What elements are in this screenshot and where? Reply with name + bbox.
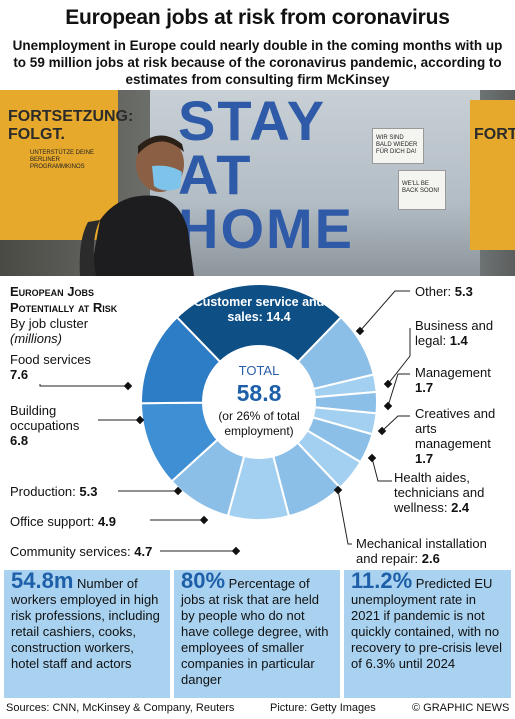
- label-other: Other: 5.3: [415, 284, 473, 299]
- label-business: Business and legal: 1.4: [415, 318, 510, 348]
- stat-3-value: 11.2%: [351, 568, 413, 593]
- label-production: Production: 5.3: [10, 484, 97, 499]
- label-health-value: 2.4: [451, 500, 470, 515]
- label-office-value: 4.9: [97, 514, 117, 529]
- label-building: Building occupations 6.8: [10, 403, 90, 448]
- label-community-value: 4.7: [134, 544, 153, 559]
- leader-marker: [123, 381, 133, 391]
- leader-marker: [199, 515, 209, 525]
- label-creatives: Creatives and arts management 1.7: [415, 406, 511, 466]
- leader-line: [387, 328, 411, 385]
- leader-marker: [383, 379, 393, 389]
- label-business-value: 1.4: [449, 333, 468, 348]
- label-food-name: Food services: [10, 352, 91, 367]
- leader-line: [387, 373, 410, 407]
- label-production-name: Production:: [10, 484, 76, 499]
- notice-1-text: WIR SIND BALD WIEDER FÜR DICH DA!: [376, 135, 418, 155]
- label-production-value: 5.3: [79, 484, 98, 499]
- chart-heading-line2: Potentially at Risk: [10, 300, 118, 315]
- stat-1-text-block: 54.8m Number of workers employed in high…: [4, 570, 170, 675]
- window-text: STAY AT HOME: [178, 93, 358, 257]
- center-total-label: TOTAL: [238, 363, 280, 378]
- page-title: European jobs at risk from coronavirus: [65, 6, 450, 29]
- footer: Sources: CNN, McKinsey & Company, Reuter…: [0, 698, 515, 719]
- label-community-name: Community services:: [10, 544, 131, 559]
- label-mechanical-value: 2.6: [421, 551, 440, 566]
- window-text-value: STAY AT HOME: [178, 90, 354, 260]
- label-health: Health aides, technicians and wellness: …: [394, 470, 509, 515]
- footer-sources: Sources: CNN, McKinsey & Company, Reuter…: [6, 702, 235, 714]
- leader-marker: [383, 401, 393, 411]
- label-office-name: Office support:: [10, 514, 95, 529]
- label-other-value: 5.3: [454, 284, 473, 299]
- stats-panel: 54.8m Number of workers employed in high…: [0, 570, 515, 698]
- donut-chart: [39, 283, 411, 556]
- stat-1-text: Number of workers employed in high risk …: [11, 576, 160, 671]
- leader-line: [39, 384, 128, 387]
- label-community: Community services: 4.7: [10, 544, 152, 559]
- label-building-name: Building occupations: [10, 403, 80, 433]
- label-business-name: Business and legal:: [415, 318, 494, 348]
- leader-line: [359, 290, 410, 332]
- label-food-value: 7.6: [10, 367, 29, 382]
- label-creatives-value: 1.7: [415, 451, 434, 466]
- stat-2-text-block: 80% Percentage of jobs at risk that are …: [174, 570, 340, 691]
- leader-marker: [231, 546, 241, 556]
- leader-line: [337, 489, 352, 545]
- leader-line: [381, 415, 410, 432]
- poster-right: [470, 100, 515, 250]
- chart-units-note: (millions): [10, 331, 62, 346]
- label-building-value: 6.8: [10, 433, 29, 448]
- poster-left: [0, 90, 118, 240]
- stat-card-2: 80% Percentage of jobs at risk that are …: [174, 570, 340, 698]
- donut-hole: [203, 346, 315, 458]
- label-mechanical: Mechanical installation and repair: 2.6: [356, 536, 506, 566]
- stat-2-text: Percentage of jobs at risk that are held…: [181, 576, 329, 687]
- chart-heading: European Jobs Potentially at Risk: [10, 284, 117, 316]
- leader-marker: [173, 486, 183, 496]
- stat-card-1: 54.8m Number of workers employed in high…: [4, 570, 170, 698]
- leader-marker: [135, 415, 145, 425]
- notice-2: WE'LL BE BACK SOON!: [398, 170, 446, 210]
- center-note: (or 26% of total employment): [218, 409, 300, 438]
- stat-1-value: 54.8m: [11, 568, 74, 593]
- poster-left-text: FORTSETZUNG: FOLGT.: [8, 108, 134, 143]
- label-management-value: 1.7: [415, 380, 434, 395]
- poster-left-small: UNTERSTÜTZE DEINE BERLINER PROGRAMMKINOS: [30, 150, 95, 170]
- leader-marker: [377, 426, 387, 436]
- stat-card-3: 11.2% Predicted EU unemployment rate in …: [344, 570, 511, 698]
- label-health-name: Health aides, technicians and wellness:: [394, 470, 485, 515]
- label-management-name: Management: [415, 365, 491, 380]
- footer-credit: © GRAPHIC NEWS: [412, 702, 510, 714]
- leader-marker: [333, 485, 343, 495]
- notice-1: WIR SIND BALD WIEDER FÜR DICH DA!: [372, 128, 424, 164]
- leader-marker: [367, 453, 377, 463]
- label-office: Office support: 4.9: [10, 514, 116, 529]
- leader-line: [371, 457, 392, 482]
- page-subtitle: Unemployment in Europe could nearly doub…: [12, 38, 503, 87]
- label-mechanical-name: Mechanical installation and repair:: [356, 536, 487, 566]
- label-other-name: Other:: [415, 284, 452, 299]
- poster-right-text: FORT: [474, 126, 515, 143]
- label-creatives-name: Creatives and arts management: [415, 406, 496, 451]
- stat-3-text: Predicted EU unemployment rate in 2021 i…: [351, 576, 502, 671]
- chart-area: European Jobs Potentially at Risk By job…: [0, 276, 515, 570]
- header-photo: FORTSETZUNG: FOLGT. UNTERSTÜTZE DEINE BE…: [0, 90, 515, 276]
- center-total-value: 58.8: [236, 380, 282, 406]
- person-figure: [79, 135, 194, 276]
- chart-units: By job cluster: [10, 316, 89, 331]
- stat-3-text-block: 11.2% Predicted EU unemployment rate in …: [344, 570, 511, 675]
- label-customer-service: Customer service and sales: 14.4: [193, 295, 325, 324]
- stat-2-value: 80%: [181, 568, 226, 593]
- label-food-services: Food services 7.6: [10, 352, 91, 382]
- leader-marker: [355, 326, 365, 336]
- chart-heading-line1: European Jobs: [10, 284, 95, 299]
- footer-picture-credit: Picture: Getty Images: [270, 702, 376, 714]
- label-management: Management 1.7: [415, 365, 491, 395]
- notice-2-text: WE'LL BE BACK SOON!: [402, 181, 440, 194]
